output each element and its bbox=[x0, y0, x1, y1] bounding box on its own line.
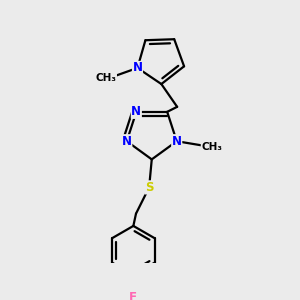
Text: CH₃: CH₃ bbox=[201, 142, 222, 152]
Text: N: N bbox=[172, 135, 182, 148]
Text: CH₃: CH₃ bbox=[95, 74, 116, 83]
Text: S: S bbox=[145, 181, 153, 194]
Text: F: F bbox=[129, 291, 137, 300]
Text: N: N bbox=[133, 61, 142, 74]
Text: N: N bbox=[122, 135, 132, 148]
Text: N: N bbox=[131, 105, 141, 118]
